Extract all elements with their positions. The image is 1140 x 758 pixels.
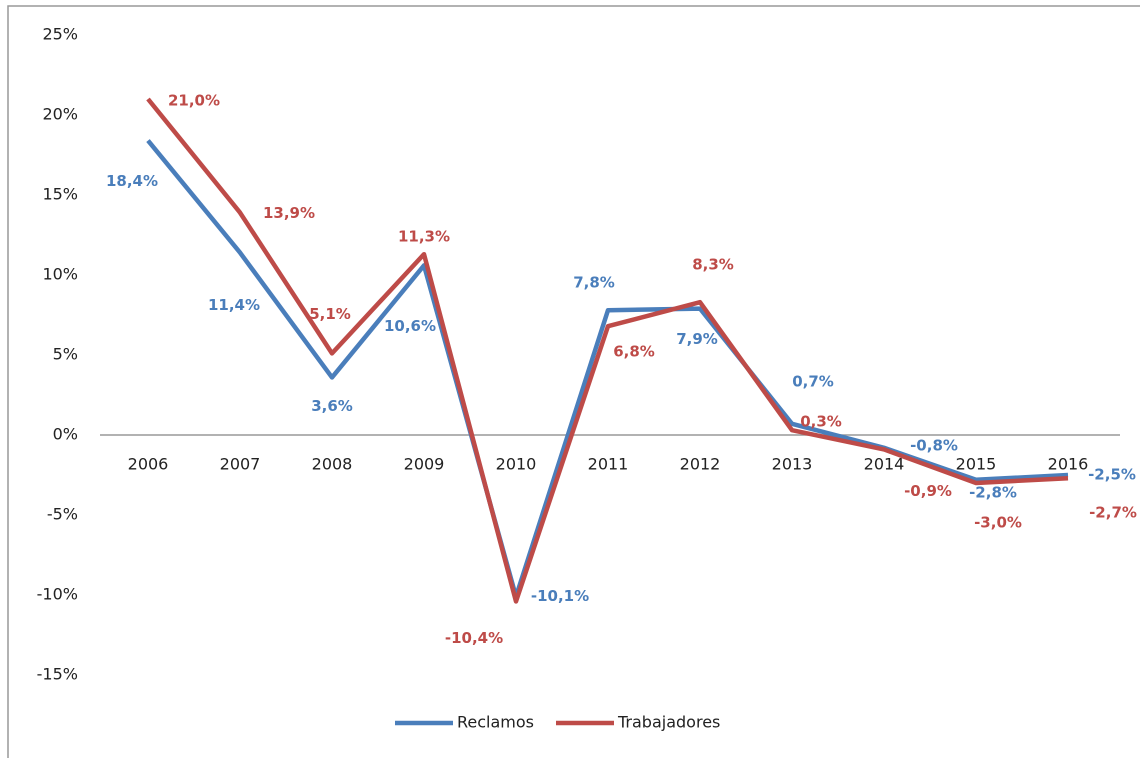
data-label: -0,8% — [910, 436, 958, 454]
y-tick-label: 20% — [42, 105, 78, 124]
data-label: 13,9% — [263, 204, 315, 222]
x-tick-label: 2012 — [680, 455, 721, 474]
data-label: -2,5% — [1088, 466, 1136, 484]
data-label: 0,7% — [792, 372, 834, 390]
y-tick-label: -15% — [37, 665, 78, 684]
x-tick-label: 2007 — [220, 455, 261, 474]
legend-label: Trabajadores — [617, 713, 720, 732]
data-label: 7,8% — [573, 274, 615, 292]
y-tick-label: 5% — [53, 345, 78, 364]
y-tick-label: -10% — [37, 585, 78, 604]
data-label: 11,3% — [398, 228, 450, 246]
data-label: -10,4% — [445, 629, 503, 647]
x-tick-label: 2015 — [956, 455, 997, 474]
data-label: 10,6% — [384, 317, 436, 335]
series-line — [146, 97, 1069, 604]
y-tick-label: -5% — [47, 505, 78, 524]
data-label: 5,1% — [309, 305, 351, 323]
x-tick-label: 2016 — [1048, 455, 1089, 474]
x-tick-label: 2009 — [404, 455, 445, 474]
chart-border — [7, 5, 1140, 758]
data-label: 18,4% — [106, 172, 158, 190]
y-tick-label: 0% — [53, 425, 78, 444]
data-label: 8,3% — [692, 256, 734, 274]
data-label: -2,7% — [1089, 504, 1137, 522]
x-tick-label: 2013 — [772, 455, 813, 474]
y-tick-label: 25% — [42, 25, 78, 44]
y-tick-label: 10% — [42, 265, 78, 284]
data-label: -2,8% — [969, 483, 1017, 501]
data-label: 11,4% — [208, 296, 260, 314]
data-label: 6,8% — [613, 343, 655, 361]
data-label: -3,0% — [974, 514, 1022, 532]
x-tick-label: 2010 — [496, 455, 537, 474]
x-tick-label: 2011 — [588, 455, 629, 474]
x-tick-label: 2014 — [864, 455, 905, 474]
legend-label: Reclamos — [457, 713, 534, 732]
y-tick-label: 15% — [42, 185, 78, 204]
data-label: 3,6% — [311, 397, 353, 415]
data-label: 7,9% — [676, 330, 718, 348]
data-label: 0,3% — [800, 413, 842, 431]
data-label: -10,1% — [531, 587, 589, 605]
data-label: 21,0% — [168, 92, 220, 110]
x-tick-label: 2006 — [128, 455, 169, 474]
data-label: -0,9% — [904, 482, 952, 500]
x-tick-label: 2008 — [312, 455, 353, 474]
